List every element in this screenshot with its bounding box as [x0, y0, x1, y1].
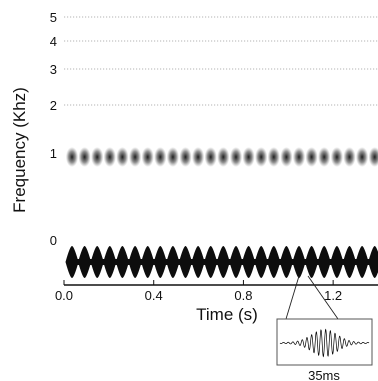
pulse-0khz — [216, 246, 230, 278]
y-axis-label: Frequency (Khz) — [10, 87, 29, 213]
pulse-0khz — [90, 246, 104, 278]
pulse-0khz — [292, 246, 306, 278]
pulse-1khz — [217, 147, 230, 167]
x-tick-label: 1.2 — [324, 288, 342, 303]
pulse-0khz — [267, 246, 281, 278]
pulse-0khz — [330, 246, 344, 278]
pulse-0khz — [343, 246, 356, 278]
band-0khz — [65, 246, 378, 278]
pulse-1khz — [116, 147, 129, 167]
y-tick-3: 3 — [50, 62, 378, 77]
inset-duration-label: 35ms — [308, 368, 340, 381]
pulse-1khz — [330, 147, 344, 167]
inset-waveform — [279, 328, 370, 358]
pulse-0khz — [78, 246, 92, 278]
y-tick-5: 5 — [50, 10, 378, 25]
pulse-0khz — [317, 246, 331, 278]
pulse-1khz — [191, 147, 205, 167]
pulse-0khz — [368, 246, 378, 278]
pulse-1khz — [242, 147, 255, 167]
pulse-1khz — [65, 147, 79, 167]
zoom-connector-left — [285, 275, 300, 320]
pulse-0khz — [204, 246, 218, 278]
y-tick-label-4: 4 — [50, 34, 57, 49]
pulse-1khz — [229, 147, 243, 167]
pulse-0khz — [229, 246, 243, 278]
pulse-0khz — [115, 246, 129, 278]
pulse-1khz — [141, 147, 154, 167]
pulse-1khz — [305, 147, 318, 167]
pulse-0khz — [179, 246, 192, 278]
pulse-0khz — [355, 246, 369, 278]
pulse-0khz — [153, 246, 167, 278]
zoom-connector-right — [307, 275, 339, 320]
pulse-1khz — [179, 147, 192, 167]
pulse-0khz — [141, 246, 155, 278]
x-tick-label: 0.0 — [55, 288, 73, 303]
y-tick-label-3: 3 — [50, 62, 57, 77]
pulse-1khz — [204, 147, 217, 167]
y-tick-2: 2 — [50, 98, 378, 113]
pulse-1khz — [343, 147, 356, 167]
pulse-0khz — [242, 246, 256, 278]
pulse-1khz — [78, 147, 91, 167]
x-tick-label: 0.8 — [234, 288, 252, 303]
inset-waveform-panel: 35ms — [276, 318, 373, 381]
pulse-1khz — [280, 147, 293, 167]
y-tick-label-0: 0 — [50, 233, 57, 248]
pulse-0khz — [305, 246, 319, 278]
pulse-0khz — [166, 246, 180, 278]
x-ticks: 0.0 0.4 0.8 1.2 — [55, 280, 342, 303]
y-tick-label-2: 2 — [50, 98, 57, 113]
pulse-1khz — [255, 147, 268, 167]
pulse-0khz — [279, 246, 293, 278]
pulse-1khz — [267, 147, 280, 167]
y-tick-label-1: 1 — [50, 146, 57, 161]
y-tick-4: 4 — [50, 34, 378, 49]
pulse-1khz — [91, 147, 104, 167]
y-tick-label-5: 5 — [50, 10, 57, 25]
pulse-0khz — [191, 246, 205, 278]
pulse-0khz — [65, 246, 79, 278]
band-1khz — [65, 147, 378, 167]
x-axis-label: Time (s) — [196, 305, 258, 324]
pulse-1khz — [128, 147, 142, 167]
pulse-1khz — [103, 147, 117, 167]
pulse-1khz — [166, 147, 180, 167]
pulse-1khz — [292, 147, 306, 167]
pulse-0khz — [254, 246, 268, 278]
pulse-0khz — [128, 246, 142, 278]
pulse-1khz — [355, 147, 369, 167]
x-tick-label: 0.4 — [145, 288, 163, 303]
pulse-1khz — [154, 147, 167, 167]
pulse-0khz — [103, 246, 117, 278]
pulse-1khz — [368, 147, 378, 167]
pulse-1khz — [318, 147, 331, 167]
